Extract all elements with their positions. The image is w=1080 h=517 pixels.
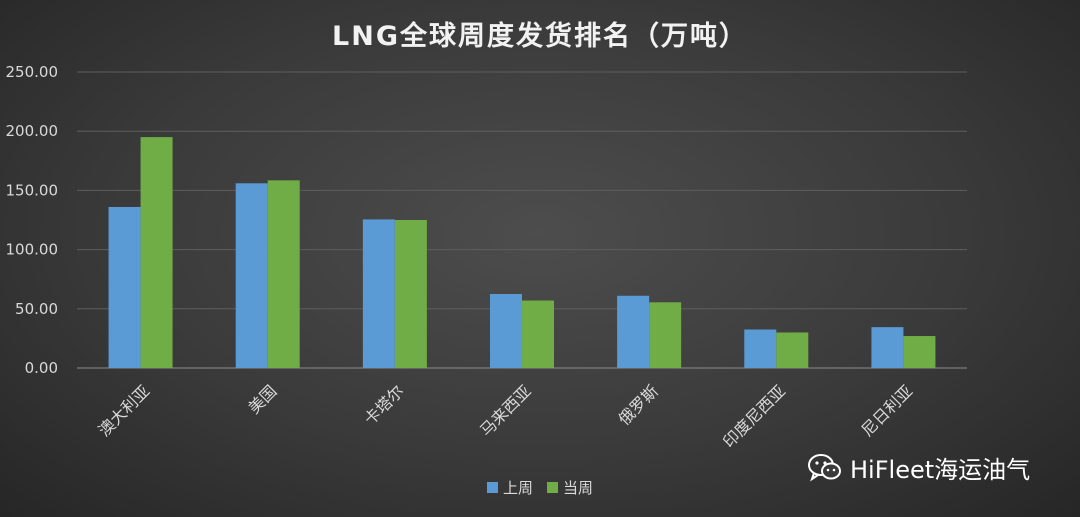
y-tick-label: 0.00: [25, 359, 58, 377]
bar-previous-week: [744, 329, 777, 368]
legend-label-current-week: 当周: [563, 479, 594, 497]
bar-current-week: [649, 302, 682, 368]
legend-item-previous-week: 上周: [486, 477, 533, 498]
y-tick-label: 100.00: [6, 241, 59, 259]
bar-previous-week: [871, 327, 904, 368]
bar-previous-week: [108, 206, 141, 368]
bar-current-week: [522, 300, 554, 368]
legend-swatch-current-week: [547, 482, 558, 493]
watermark: HiFleet海运油气: [808, 450, 1030, 485]
x-tick-label: 美国: [244, 381, 280, 417]
bar-current-week: [776, 332, 809, 368]
watermark-text: HiFleet海运油气: [850, 456, 1031, 484]
legend-label-previous-week: 上周: [502, 479, 533, 497]
bar-previous-week: [617, 295, 650, 368]
y-axis: 0.00 50.00 100.00 150.00 200.00 250.00: [6, 63, 59, 377]
x-tick-label: 俄罗斯: [615, 381, 662, 428]
x-tick-label: 尼日利亚: [858, 381, 917, 440]
legend-swatch-previous-week: [486, 482, 498, 493]
legend: 上周 当周: [0, 477, 1080, 498]
y-tick-label: 50.00: [15, 300, 58, 318]
y-tick-label: 250.00: [6, 63, 59, 81]
bar-current-week: [267, 180, 300, 368]
wechat-icon: [808, 453, 841, 481]
bar-previous-week: [362, 219, 395, 368]
bars: [108, 137, 936, 368]
y-tick-label: 150.00: [6, 181, 59, 199]
x-tick-label: 澳大利亚: [95, 381, 154, 440]
y-tick-label: 200.00: [6, 122, 59, 140]
bar-previous-week: [235, 183, 268, 368]
bar-current-week: [394, 220, 427, 368]
bar-current-week: [140, 137, 173, 368]
legend-item-current-week: 当周: [547, 477, 593, 498]
x-tick-label: 卡塔尔: [360, 381, 407, 428]
bar-previous-week: [490, 294, 522, 368]
x-tick-label: 印度尼西亚: [719, 381, 789, 451]
chart-title: LNG全球周度发货排名（万吨）: [332, 21, 748, 52]
bar-current-week: [903, 336, 936, 368]
x-axis: 澳大利亚 美国 卡塔尔 马来西亚 俄罗斯 印度尼西亚 尼日利亚: [95, 381, 917, 451]
x-tick-label: 马来西亚: [476, 381, 535, 440]
